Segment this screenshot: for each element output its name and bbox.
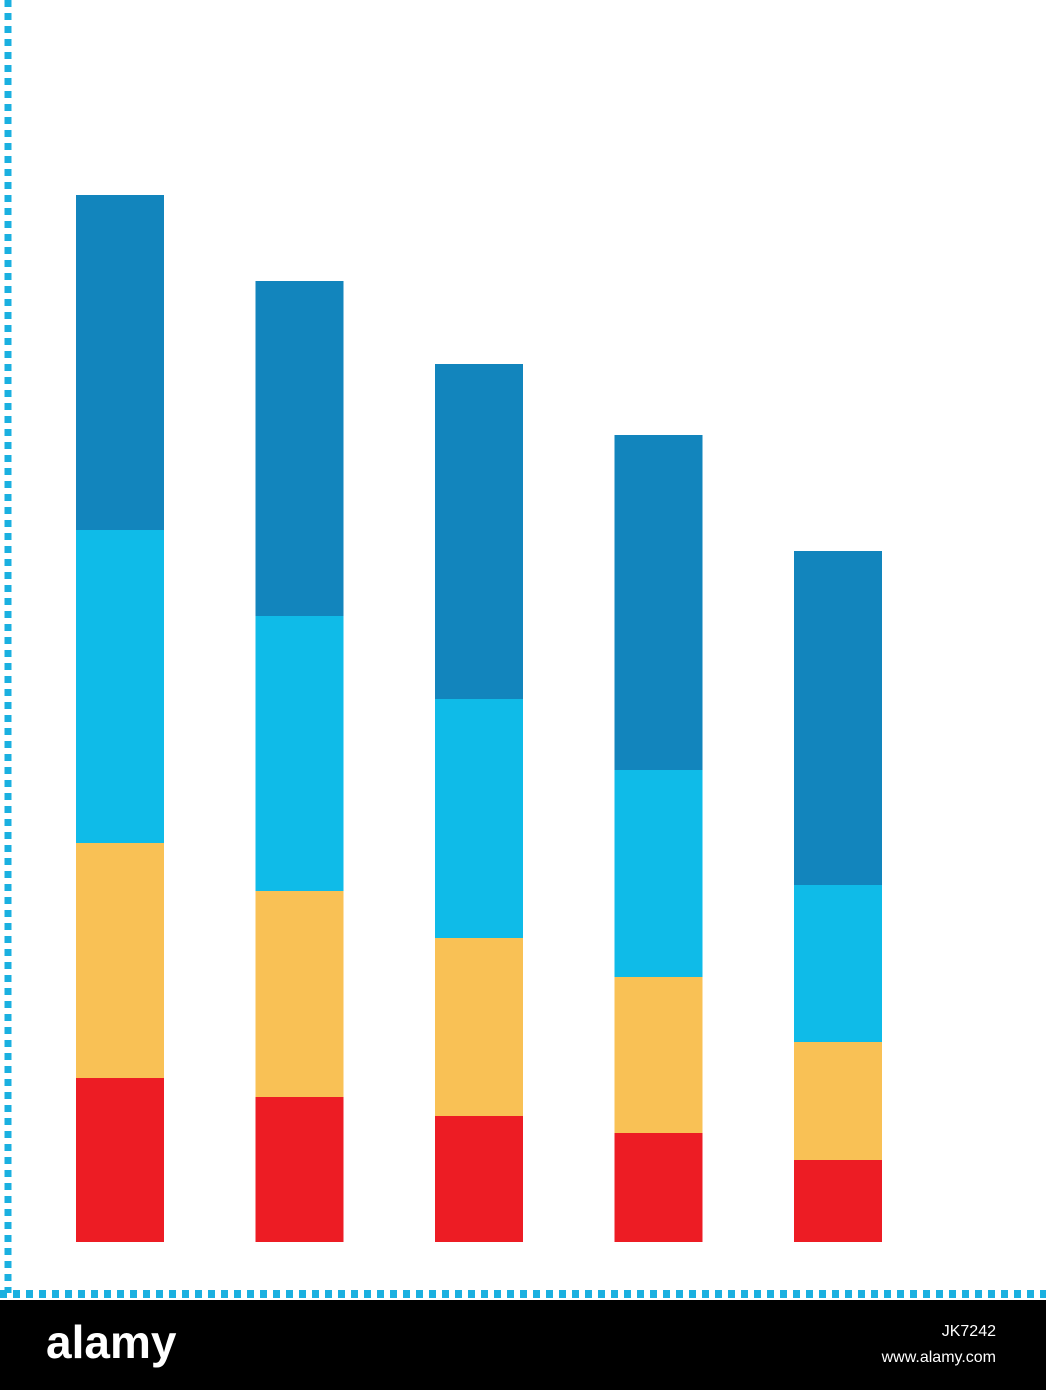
bar-segment bbox=[435, 1116, 523, 1242]
bar-segment bbox=[76, 843, 164, 1078]
bar-segment bbox=[255, 616, 344, 891]
bar-segment bbox=[794, 885, 882, 1042]
bar-segment bbox=[255, 281, 344, 616]
bar-segment bbox=[76, 530, 164, 843]
bar-segment bbox=[435, 699, 523, 938]
bar-segment bbox=[76, 195, 164, 530]
bar-segment bbox=[435, 364, 523, 699]
bar-segment bbox=[794, 551, 882, 885]
bar-segment bbox=[614, 770, 703, 977]
watermark-url: www.alamy.com bbox=[881, 1349, 996, 1366]
bar-segment bbox=[614, 435, 703, 770]
bar-segment bbox=[255, 891, 344, 1097]
bar-segment bbox=[614, 977, 703, 1133]
watermark-logo: alamy bbox=[46, 1316, 177, 1368]
bar-segment bbox=[76, 1078, 164, 1242]
bar-segment bbox=[794, 1160, 882, 1242]
bar-segment bbox=[794, 1042, 882, 1160]
bar-segment bbox=[614, 1133, 703, 1242]
bar-segment bbox=[435, 938, 523, 1116]
watermark-id: JK7242 bbox=[942, 1323, 996, 1340]
watermark-bar bbox=[0, 1300, 1046, 1390]
bar-segment bbox=[255, 1097, 344, 1242]
